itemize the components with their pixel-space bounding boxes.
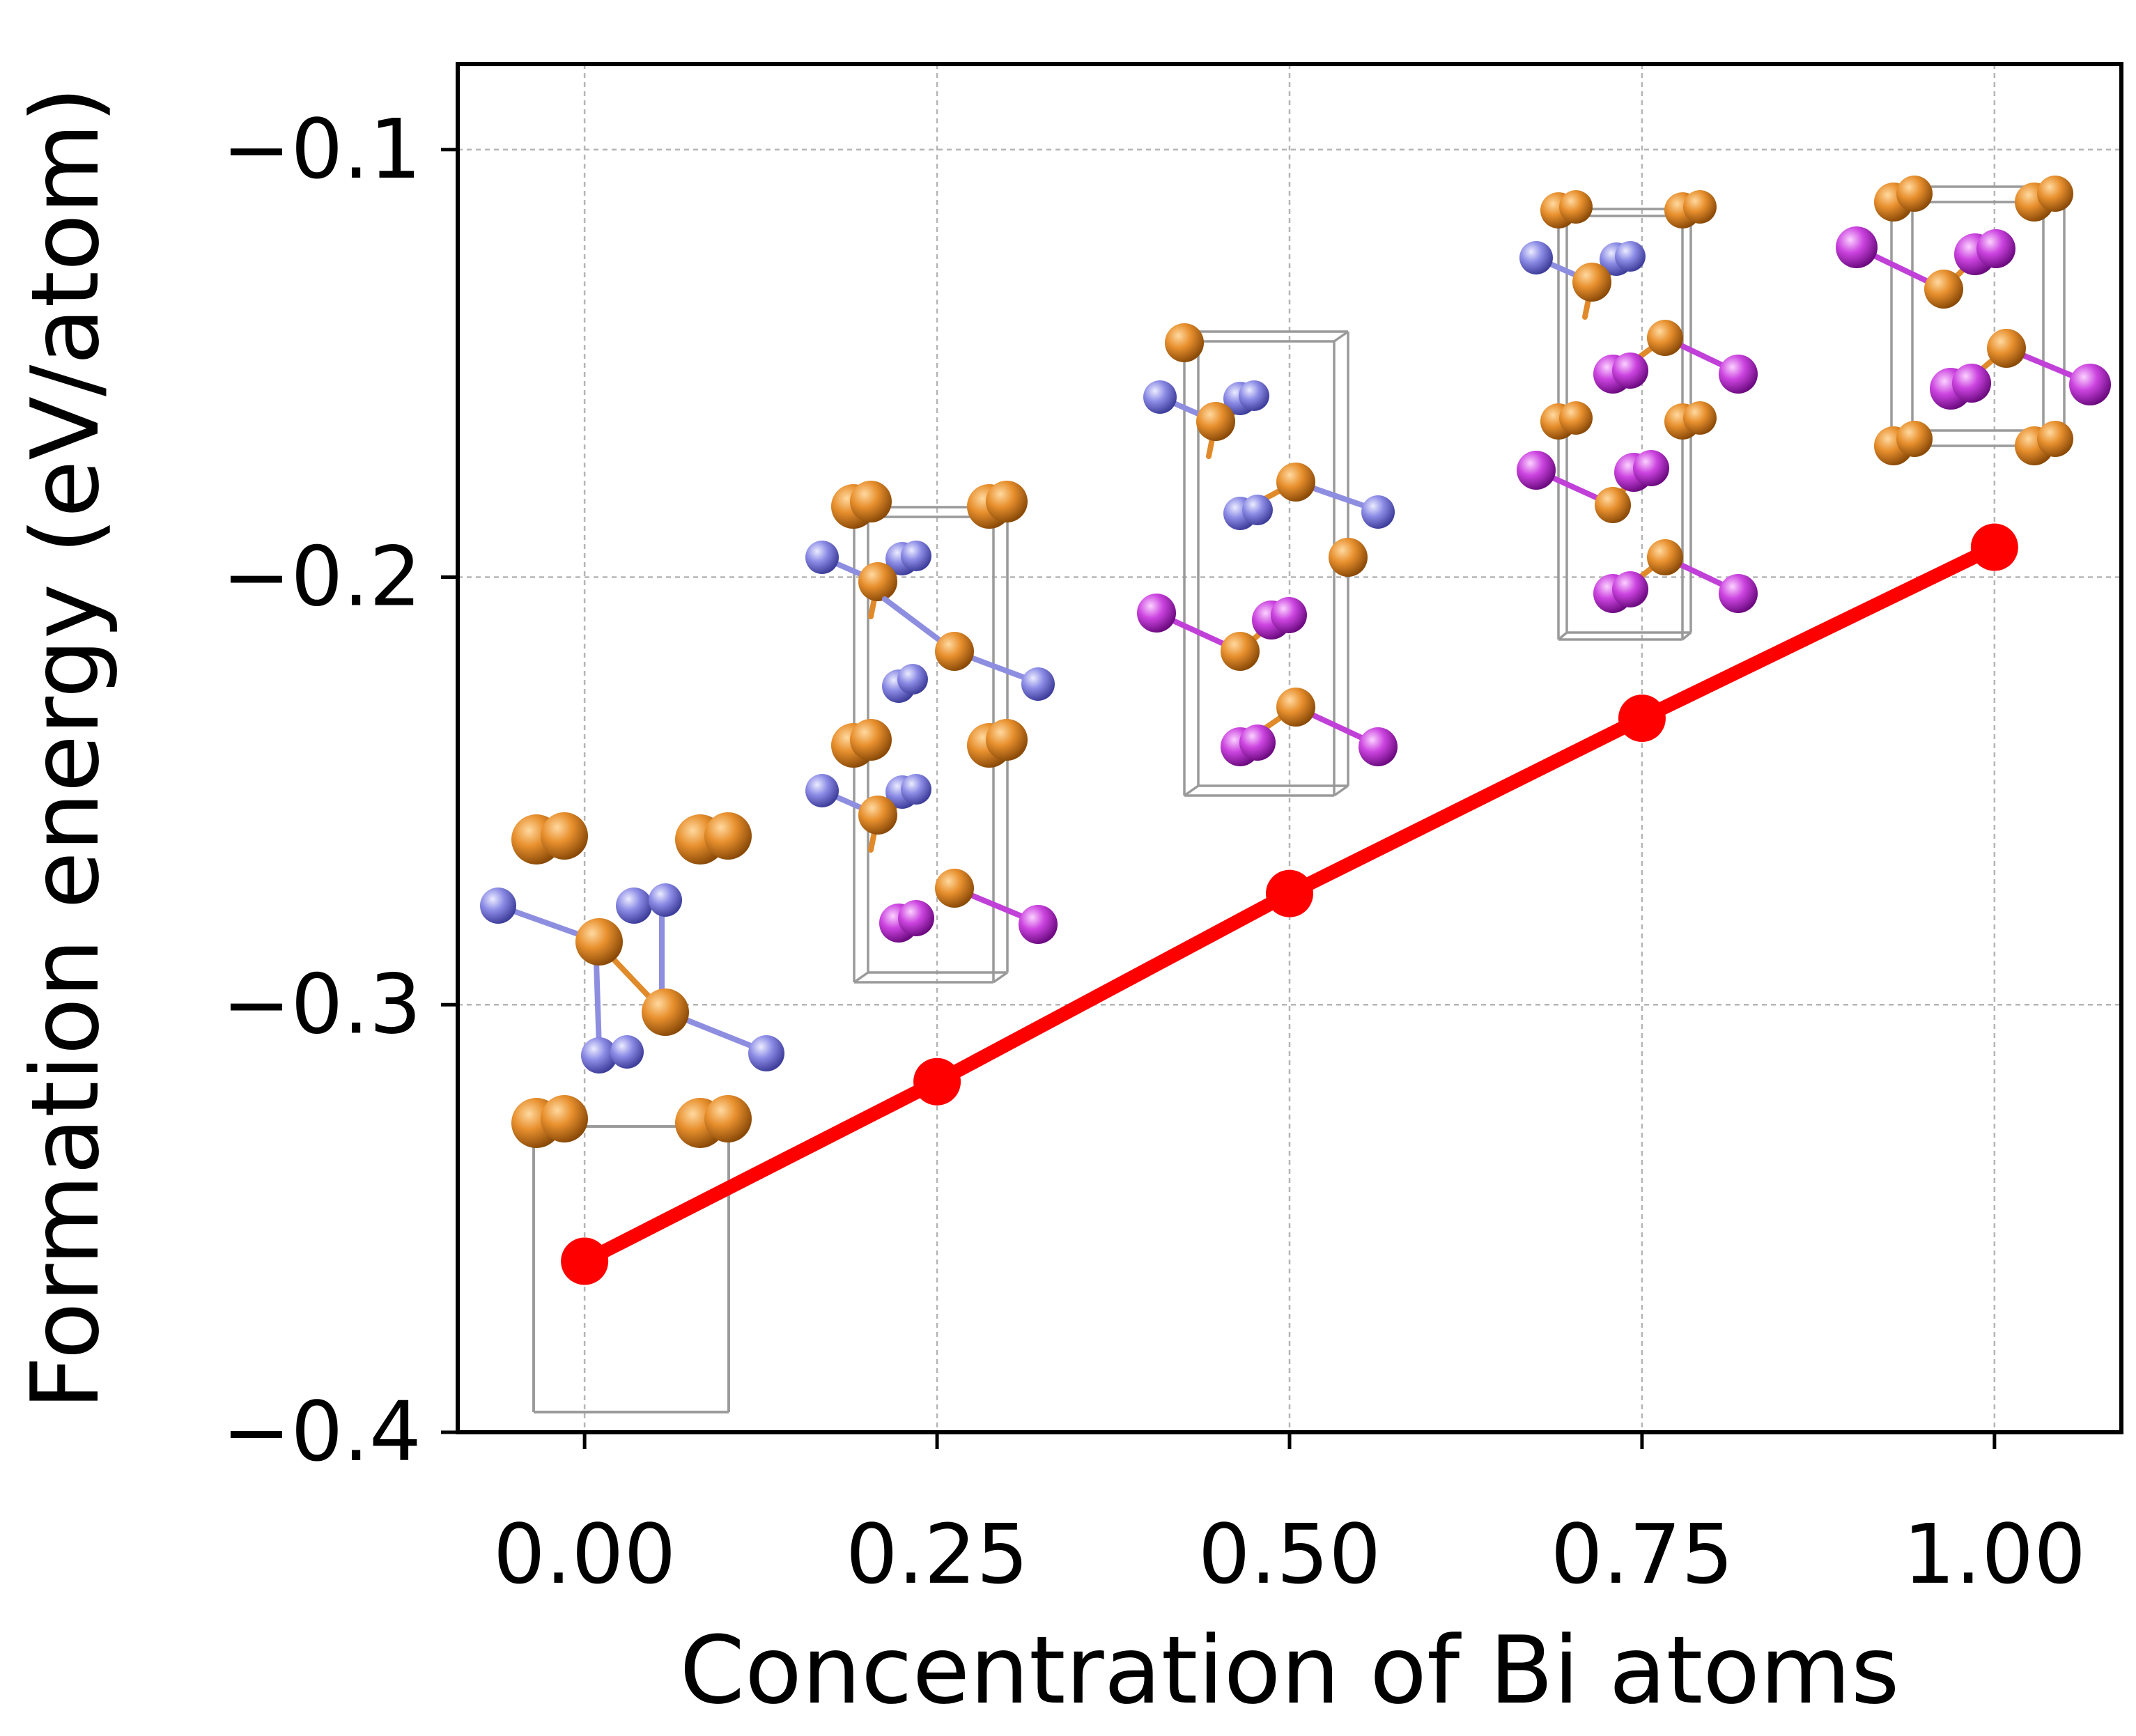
atom-sphere bbox=[1276, 688, 1315, 727]
atom-sphere bbox=[1976, 229, 2015, 268]
atom-sphere bbox=[581, 1037, 617, 1074]
x-axis-label: Concentration of Bi atoms bbox=[679, 1616, 1899, 1725]
y-tick-label: −0.2 bbox=[222, 529, 421, 625]
atom-sphere bbox=[2037, 176, 2073, 212]
atom-sphere bbox=[2069, 364, 2111, 405]
atom-sphere bbox=[1021, 667, 1055, 701]
atom-sphere bbox=[1329, 538, 1368, 577]
y-tick-label: −0.3 bbox=[222, 956, 421, 1052]
atom-sphere bbox=[704, 1095, 752, 1142]
atom-sphere bbox=[642, 989, 689, 1036]
atom-sphere bbox=[1719, 355, 1758, 394]
atom-sphere bbox=[805, 541, 839, 574]
atom-sphere bbox=[1239, 724, 1276, 761]
atom-sphere bbox=[1239, 380, 1269, 411]
atom-sphere bbox=[898, 900, 934, 936]
y-tick-label: −0.1 bbox=[222, 101, 421, 197]
atom-sphere bbox=[1165, 323, 1204, 362]
atom-sphere bbox=[575, 918, 623, 966]
structure-inset-4 bbox=[1517, 190, 1758, 641]
atom-sphere bbox=[1683, 401, 1717, 435]
atom-sphere bbox=[850, 481, 892, 522]
x-tick-label: 0.00 bbox=[493, 1506, 676, 1602]
atom-sphere bbox=[1633, 450, 1669, 486]
y-tick-label: −0.4 bbox=[222, 1384, 421, 1480]
series-formation-energy bbox=[561, 523, 2018, 1285]
structure-inset-1 bbox=[480, 812, 784, 1413]
data-point bbox=[1266, 869, 1313, 917]
x-tick-label: 1.00 bbox=[1903, 1506, 2086, 1602]
atom-sphere bbox=[1647, 539, 1683, 575]
atom-sphere bbox=[1143, 380, 1177, 414]
x-tick-label: 0.75 bbox=[1551, 1506, 1734, 1602]
atom-sphere bbox=[1519, 241, 1553, 274]
atom-sphere bbox=[2037, 421, 2073, 457]
structure-insets bbox=[480, 176, 2111, 1413]
atom-sphere bbox=[1987, 329, 2026, 368]
atom-sphere bbox=[805, 774, 839, 807]
atom-sphere bbox=[935, 869, 974, 908]
atom-sphere bbox=[541, 812, 588, 860]
atom-sphere bbox=[1271, 597, 1307, 633]
atom-sphere bbox=[1612, 352, 1648, 389]
atom-sphere bbox=[901, 541, 931, 571]
atom-sphere bbox=[649, 883, 682, 917]
atom-sphere bbox=[1137, 594, 1176, 633]
structure-inset-5 bbox=[1836, 176, 2111, 465]
atom-sphere bbox=[1019, 905, 1058, 944]
atom-sphere bbox=[1952, 364, 1991, 403]
atom-sphere bbox=[480, 888, 516, 924]
x-tick-label: 0.50 bbox=[1198, 1506, 1382, 1602]
axis-ticks: 0.00 0.25 0.50 0.75 1.00 −0.1 −0.2 −0.3 −0.4 bbox=[222, 101, 2086, 1602]
data-point bbox=[913, 1057, 961, 1106]
atom-sphere bbox=[1559, 190, 1593, 224]
atom-sphere bbox=[986, 719, 1028, 761]
atom-sphere bbox=[1221, 632, 1260, 671]
atom-sphere bbox=[1647, 320, 1683, 356]
atom-sphere bbox=[850, 719, 892, 761]
atom-sphere bbox=[897, 664, 928, 695]
x-tick-label: 0.25 bbox=[846, 1506, 1029, 1602]
atom-sphere bbox=[858, 796, 897, 835]
atom-sphere bbox=[610, 1035, 644, 1069]
atom-sphere bbox=[1242, 495, 1273, 525]
atom-sphere bbox=[1896, 421, 1933, 457]
atom-sphere bbox=[1359, 727, 1398, 766]
atom-sphere bbox=[935, 632, 974, 671]
atom-sphere bbox=[1615, 241, 1646, 272]
atom-sphere bbox=[1836, 226, 1878, 268]
atom-sphere bbox=[1196, 402, 1235, 441]
atom-sphere bbox=[748, 1035, 784, 1071]
grid bbox=[458, 64, 2121, 1434]
data-point bbox=[1618, 695, 1666, 743]
atom-sphere bbox=[1572, 263, 1611, 302]
atom-sphere bbox=[1276, 463, 1315, 502]
structure-inset-2 bbox=[805, 481, 1058, 984]
atom-sphere bbox=[616, 888, 652, 924]
atom-sphere bbox=[858, 562, 897, 601]
atom-sphere bbox=[1719, 574, 1758, 613]
atom-sphere bbox=[541, 1095, 588, 1142]
atom-sphere bbox=[1683, 190, 1717, 224]
atom-sphere bbox=[1361, 495, 1395, 529]
atom-sphere bbox=[704, 812, 752, 860]
atom-sphere bbox=[901, 774, 931, 805]
atom-sphere bbox=[1517, 451, 1556, 490]
atom-sphere bbox=[1595, 487, 1631, 523]
atom-sphere bbox=[1924, 270, 1963, 309]
atom-sphere bbox=[1612, 571, 1648, 607]
structure-inset-3 bbox=[1137, 323, 1398, 797]
data-point bbox=[561, 1237, 609, 1285]
atom-sphere bbox=[1896, 176, 1933, 212]
y-axis-label: Formation energy (eV/atom) bbox=[11, 86, 120, 1409]
atom-sphere bbox=[986, 481, 1028, 522]
data-point bbox=[1970, 523, 2018, 571]
atom-sphere bbox=[1559, 401, 1593, 435]
